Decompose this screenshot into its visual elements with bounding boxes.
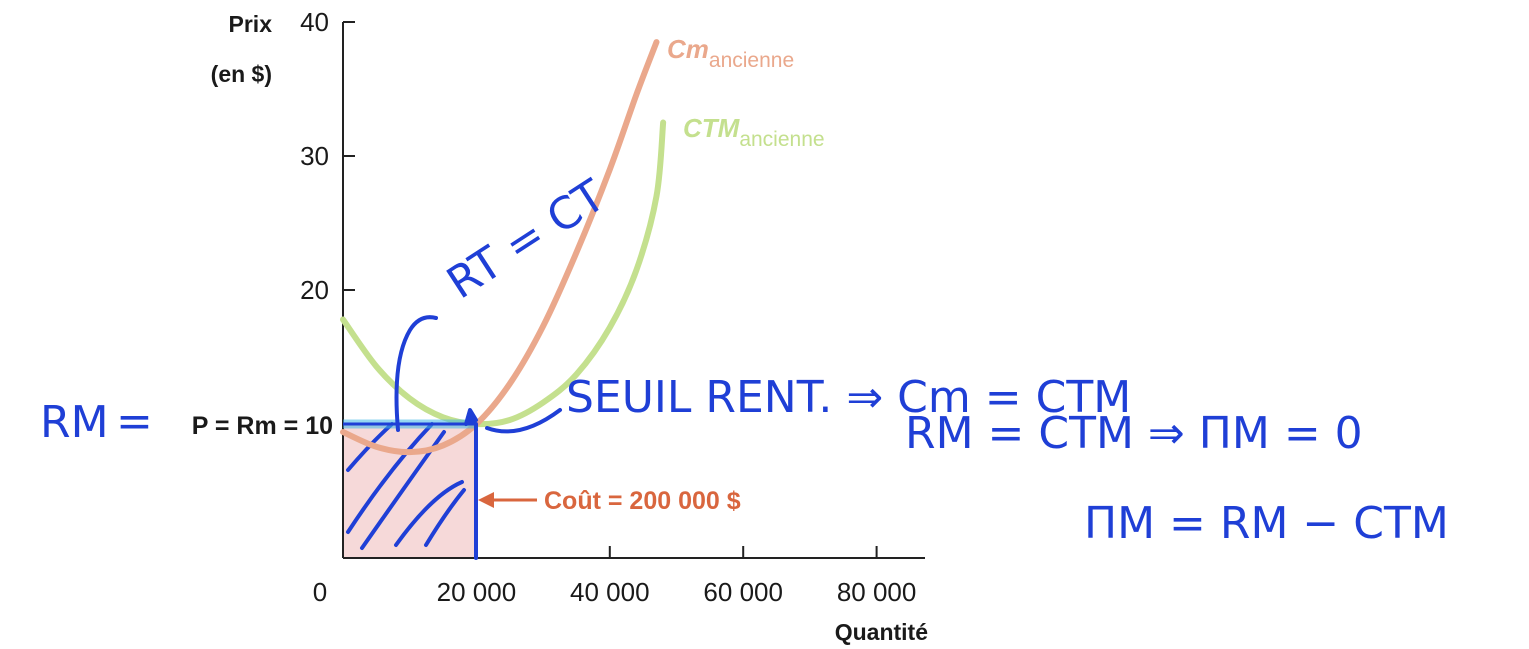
cm-label-sub: ancienne — [709, 49, 794, 72]
y-tick-label: 30 — [300, 141, 329, 171]
y-axis-unit: (en $) — [211, 61, 272, 87]
hand-connector — [485, 408, 562, 434]
x-tick-label: 20 000 — [437, 577, 517, 607]
rm-hand-label: RM — [40, 397, 109, 448]
hand-line2: RM = CTM ⇒ ΠM = 0 — [905, 408, 1363, 459]
y-ticks: 20 30 40 — [300, 7, 355, 305]
x-ticks: 20 000 40 000 60 000 80 000 — [437, 546, 917, 607]
y-tick-label: 40 — [300, 7, 329, 37]
rm-equals: = — [116, 396, 153, 447]
cm-label: Cmancienne — [667, 34, 794, 72]
cm-label-main: Cm — [667, 34, 709, 64]
y-tick-label: 20 — [300, 275, 329, 305]
y-axis-label: Prix — [229, 11, 273, 37]
hatch-line — [394, 480, 464, 547]
price-label: P = Rm = 10 — [192, 412, 333, 440]
rt-ct-label: RT = CT — [438, 170, 614, 309]
ctm-label-sub: ancienne — [739, 128, 824, 151]
hand-dot — [464, 408, 478, 426]
x-tick-label: 40 000 — [570, 577, 650, 607]
hatch-line — [346, 422, 434, 534]
hand-line1: SEUIL RENT. ⇒ Cm = CTM — [566, 372, 1131, 423]
ctm-label: CTMancienne — [683, 113, 825, 151]
x-tick-label: 80 000 — [837, 577, 917, 607]
hatch-line — [424, 488, 466, 547]
cost-label: Coût = 200 000 $ — [544, 487, 741, 515]
cost-arrow — [478, 492, 537, 508]
handwritten-annotations — [394, 315, 562, 560]
ctm-label-main: CTM — [683, 113, 741, 143]
hatch-line — [360, 430, 446, 550]
hand-pointer-line — [394, 315, 438, 432]
cm-curve — [340, 39, 660, 456]
hatch-marks — [346, 422, 466, 550]
cost-arrow-head — [478, 492, 494, 508]
x-tick-label: 60 000 — [703, 577, 783, 607]
x-axis-label: Quantité — [835, 619, 928, 645]
hand-line3: ΠM = RM − CTM — [1084, 498, 1449, 549]
x-origin-label: 0 — [313, 577, 327, 607]
ctm-curve — [340, 119, 667, 428]
